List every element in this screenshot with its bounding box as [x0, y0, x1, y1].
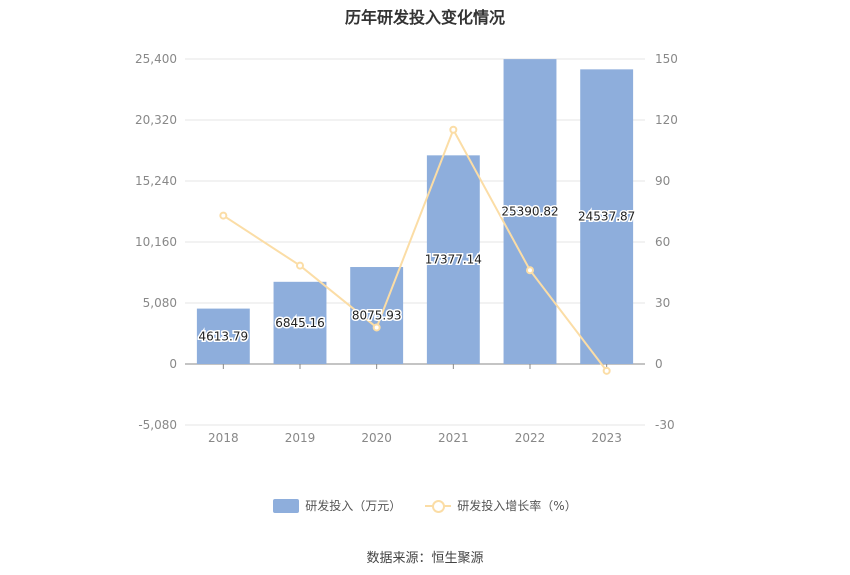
- bar-data-label: 4613.79: [199, 329, 249, 343]
- x-tick-label: 2018: [208, 431, 239, 445]
- legend-line-label: 研发投入增长率（%）: [457, 499, 577, 513]
- line-point: [526, 266, 534, 275]
- legend-line-swatch: [425, 499, 452, 513]
- line-point: [219, 211, 228, 220]
- y-left-tick-label: 5,080: [143, 296, 177, 310]
- bar-data-label: 8075.93: [352, 309, 402, 323]
- bar: [503, 59, 557, 365]
- y-left-tick-label: 0: [169, 357, 177, 371]
- bar-data-label: 25390.82: [501, 205, 558, 219]
- x-tick-label: 2020: [361, 431, 392, 445]
- y-left-tick-label: 10,160: [135, 235, 177, 249]
- y-right-tick-label: 0: [655, 357, 663, 371]
- legend-bar-label: 研发投入（万元）: [305, 499, 402, 513]
- line-point: [449, 125, 458, 134]
- y-right-tick-label: 150: [655, 52, 678, 66]
- bar: [196, 308, 250, 364]
- chart-legend: 研发投入（万元） 研发投入增长率（%）: [0, 497, 850, 514]
- x-tick-label: 2021: [438, 431, 469, 445]
- x-tick-label: 2023: [591, 431, 622, 445]
- data-source: 数据来源：恒生聚源: [366, 551, 484, 566]
- growth-rate-line: [222, 127, 608, 372]
- x-tick-label: 2019: [285, 431, 316, 445]
- legend-item-bar[interactable]: 研发投入（万元）: [273, 497, 401, 514]
- bar: [273, 281, 327, 364]
- y-right-tick-label: -30: [655, 418, 675, 432]
- legend-bar-swatch: [273, 498, 300, 513]
- y-right-tick-label: 90: [655, 174, 670, 188]
- y-left-tick-label: 20,320: [135, 113, 177, 127]
- bar-data-label: 24537.87: [578, 210, 635, 224]
- chart-plot: -5,080 0 5,080 10,160 15,240 20,320 25,400 -30 0…: [135, 52, 678, 445]
- line-point: [602, 366, 611, 375]
- y-left-tick-label: 25,400: [135, 52, 177, 66]
- line-point: [296, 261, 304, 270]
- x-tick-label: 2022: [515, 431, 546, 445]
- bar-data-label: 6845.16: [275, 316, 325, 330]
- y-right-tick-label: 60: [655, 235, 670, 249]
- y-right-tick-label: 30: [655, 296, 670, 310]
- y-left-tick-label: 15,240: [135, 174, 177, 188]
- bar: [426, 155, 480, 364]
- line-point: [372, 323, 381, 332]
- bar-data-label: 17377.14: [425, 253, 482, 267]
- legend-item-line[interactable]: 研发投入增长率（%）: [425, 497, 577, 514]
- y-left-tick-label: -5,080: [138, 418, 177, 432]
- bar: [580, 69, 634, 364]
- y-right-tick-label: 120: [655, 113, 678, 127]
- chart-title: 历年研发投入变化情况: [344, 8, 505, 27]
